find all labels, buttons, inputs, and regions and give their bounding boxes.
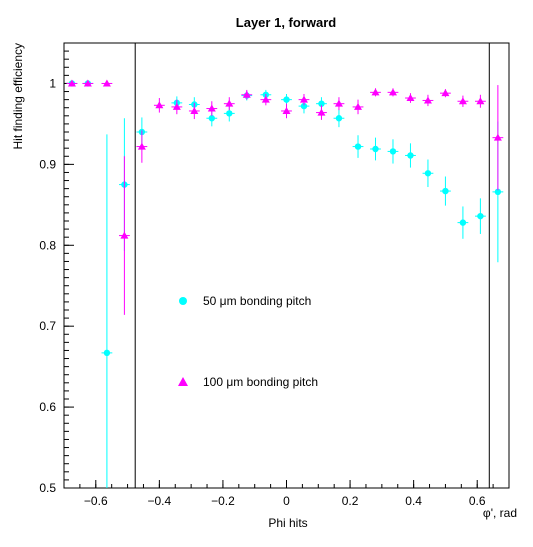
data-point <box>190 106 199 114</box>
data-point <box>318 100 325 107</box>
series-100um <box>66 79 504 315</box>
data-point <box>335 115 343 122</box>
data-point <box>299 95 308 103</box>
data-point <box>441 89 450 97</box>
region-boundary-lines <box>134 43 490 488</box>
data-point <box>458 97 467 105</box>
y-tick-label: 0.9 <box>39 157 56 171</box>
data-point <box>208 115 216 122</box>
y-axis-label: Hit finding efficiency <box>11 43 25 150</box>
y-tick-label: 1 <box>49 76 56 90</box>
x-tick-label: −0.2 <box>211 494 235 508</box>
data-point <box>424 170 432 177</box>
data-point <box>372 145 379 153</box>
data-point <box>406 94 415 102</box>
x-tick-label: −0.6 <box>84 494 108 508</box>
data-point <box>354 143 362 150</box>
data-point <box>371 88 380 96</box>
data-point <box>388 88 397 96</box>
data-point <box>226 110 233 117</box>
data-point <box>354 102 363 110</box>
legend-label-50um: 50 μm bonding pitch <box>203 294 311 308</box>
data-point <box>207 104 216 112</box>
data-point <box>493 133 502 141</box>
data-point <box>459 219 467 226</box>
data-point <box>102 79 111 87</box>
data-point <box>477 212 484 220</box>
legend-marker-50um <box>179 297 187 305</box>
data-point <box>103 349 111 357</box>
corner-axis-label: φ', rad <box>483 506 517 520</box>
data-point <box>494 188 502 196</box>
data-point <box>120 231 129 239</box>
data-point <box>282 106 291 114</box>
data-point <box>83 79 92 87</box>
x-axis-label: Phi hits <box>268 516 307 530</box>
y-tick-label: 0.8 <box>39 238 56 252</box>
y-tick-label: 0.6 <box>39 400 56 414</box>
data-point <box>334 99 343 107</box>
data-point <box>242 90 251 98</box>
data-point <box>442 187 449 195</box>
data-point <box>67 79 76 87</box>
legend-marker-100um <box>178 377 188 386</box>
x-tick-label: 0.4 <box>405 494 422 508</box>
data-point <box>407 152 414 159</box>
data-point <box>476 97 485 105</box>
chart-title: Layer 1, forward <box>236 15 336 30</box>
legend-label-100um: 100 μm bonding pitch <box>203 375 318 389</box>
data-point <box>389 148 397 155</box>
data-point <box>283 96 290 103</box>
x-tick-label: 0 <box>283 494 290 508</box>
data-point <box>155 101 164 109</box>
legend: 50 μm bonding pitch 100 μm bonding pitch <box>178 294 318 389</box>
data-point <box>300 102 308 110</box>
x-tick-label: 0.6 <box>469 494 486 508</box>
data-point <box>261 95 270 103</box>
y-axis: 0.5 0.6 0.7 0.8 0.9 1 <box>39 42 74 495</box>
data-point <box>172 102 181 110</box>
y-tick-label: 0.7 <box>39 319 56 333</box>
y-tick-label: 0.5 <box>39 481 56 495</box>
data-point <box>137 142 146 150</box>
data-point <box>317 108 326 116</box>
data-point <box>423 96 432 104</box>
x-tick-label: −0.4 <box>148 494 172 508</box>
x-tick-label: 0.2 <box>342 494 359 508</box>
x-axis: −0.6 −0.4 −0.2 0 0.2 0.4 0.6 <box>63 480 510 508</box>
data-point <box>225 99 234 107</box>
